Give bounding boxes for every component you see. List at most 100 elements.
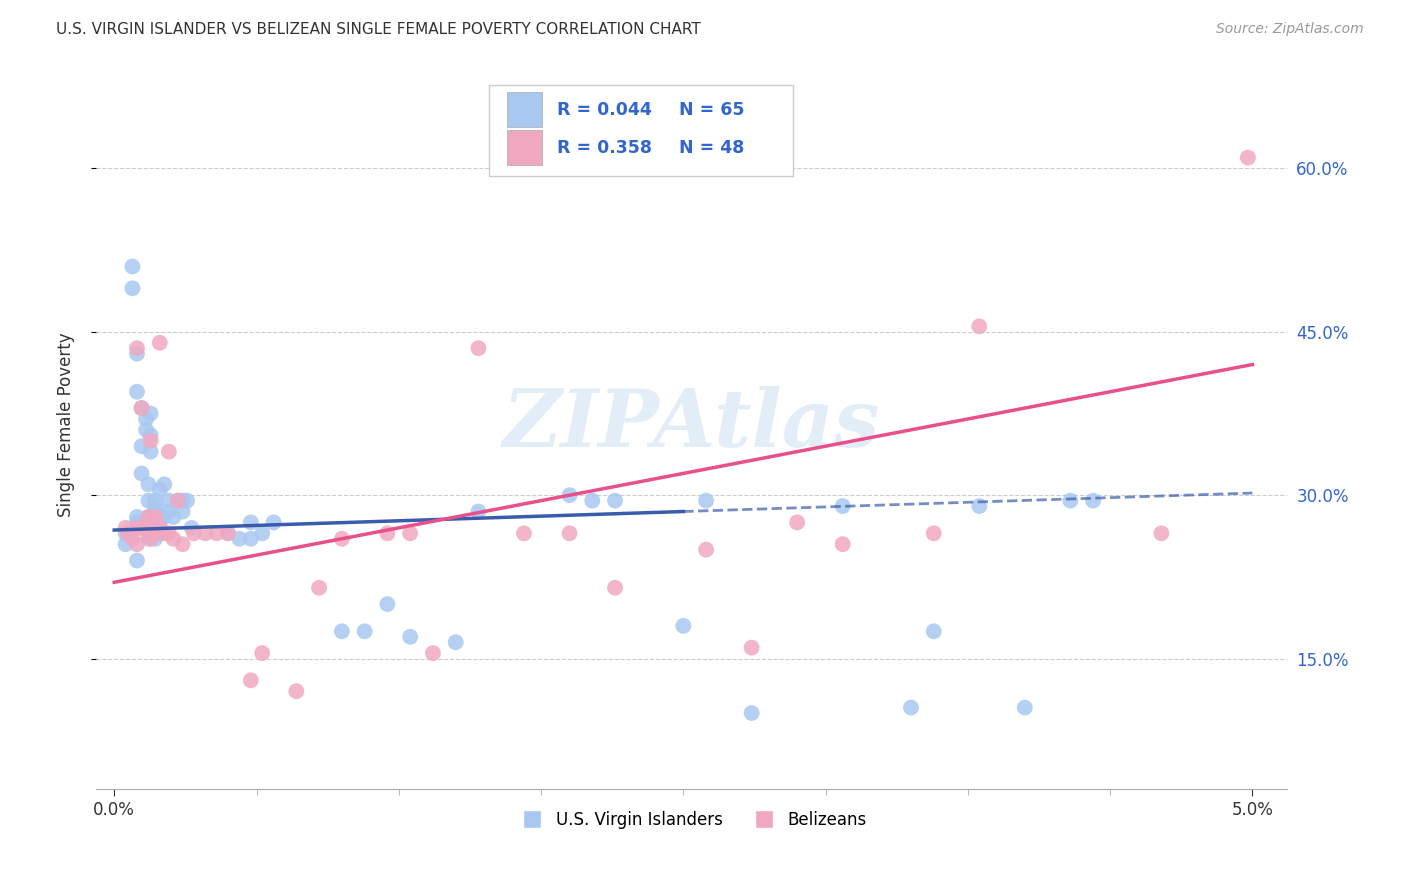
Point <box>205 526 228 541</box>
Point <box>131 467 153 481</box>
Text: U.S. VIRGIN ISLANDER VS BELIZEAN SINGLE FEMALE POVERTY CORRELATION CHART: U.S. VIRGIN ISLANDER VS BELIZEAN SINGLE … <box>56 22 702 37</box>
Point <box>157 526 180 541</box>
Point <box>153 477 176 491</box>
Point <box>922 624 945 639</box>
Legend: U.S. Virgin Islanders, Belizeans: U.S. Virgin Islanders, Belizeans <box>509 805 873 836</box>
Point <box>172 493 194 508</box>
Point <box>143 532 166 546</box>
Point <box>250 526 273 541</box>
Point <box>125 346 148 360</box>
Point <box>250 646 273 660</box>
Point <box>149 521 172 535</box>
Point <box>114 521 136 535</box>
Point <box>558 488 581 502</box>
Point <box>1014 700 1036 714</box>
Point <box>131 401 153 415</box>
Point <box>1150 526 1173 541</box>
Point <box>125 510 148 524</box>
Point <box>157 493 180 508</box>
Point <box>149 483 172 497</box>
Point <box>217 526 239 541</box>
Point <box>581 493 603 508</box>
Point <box>353 624 375 639</box>
Point <box>139 407 162 421</box>
Point <box>239 516 262 530</box>
Point <box>422 646 444 660</box>
Point <box>695 542 717 557</box>
Point <box>180 521 202 535</box>
Point <box>831 499 853 513</box>
Point <box>444 635 467 649</box>
Point <box>399 630 422 644</box>
Point <box>149 521 172 535</box>
Point <box>176 493 198 508</box>
Text: ZIPAtlas: ZIPAtlas <box>502 385 880 463</box>
Point <box>967 319 990 334</box>
Point <box>900 700 922 714</box>
Point <box>138 510 160 524</box>
Point <box>967 499 990 513</box>
Point <box>162 510 184 524</box>
Point <box>741 640 763 655</box>
Point <box>139 434 162 448</box>
Point <box>117 526 139 541</box>
Point <box>330 624 353 639</box>
Point <box>377 526 399 541</box>
Point <box>143 526 166 541</box>
FancyBboxPatch shape <box>489 85 793 177</box>
Point <box>149 335 172 350</box>
Point <box>183 526 205 541</box>
Point <box>285 684 308 698</box>
Point <box>143 510 166 524</box>
Point <box>153 526 176 541</box>
Text: Source: ZipAtlas.com: Source: ZipAtlas.com <box>1216 22 1364 37</box>
Point <box>138 510 160 524</box>
Point <box>138 532 160 546</box>
Text: R = 0.044: R = 0.044 <box>557 101 651 119</box>
Point <box>135 423 157 437</box>
Point <box>125 553 148 567</box>
Point <box>922 526 945 541</box>
Point <box>603 493 626 508</box>
Point <box>121 532 143 546</box>
Point <box>217 526 239 541</box>
Point <box>377 597 399 611</box>
Point <box>121 260 143 274</box>
Point <box>125 521 148 535</box>
Point <box>143 493 166 508</box>
Point <box>114 537 136 551</box>
Point <box>695 493 717 508</box>
Point <box>1081 493 1104 508</box>
Point <box>131 401 153 415</box>
Point <box>139 444 162 458</box>
Point <box>786 516 808 530</box>
Point <box>139 532 162 546</box>
Point <box>143 504 166 518</box>
Point <box>228 532 250 546</box>
Point <box>167 493 190 508</box>
Point <box>157 444 180 458</box>
Point <box>194 526 217 541</box>
Point <box>135 412 157 426</box>
Point <box>172 537 194 551</box>
Text: N = 48: N = 48 <box>679 139 745 157</box>
Point <box>558 526 581 541</box>
Point <box>143 526 166 541</box>
Point <box>121 281 143 295</box>
Point <box>167 493 190 508</box>
Point <box>143 516 166 530</box>
Point <box>672 619 695 633</box>
Point <box>138 526 160 541</box>
Point <box>139 428 162 442</box>
Point <box>135 521 157 535</box>
Point <box>399 526 422 541</box>
Point <box>153 510 176 524</box>
Text: N = 65: N = 65 <box>679 101 745 119</box>
Point <box>1059 493 1081 508</box>
Point <box>125 384 148 399</box>
Point <box>1237 151 1260 165</box>
Point <box>172 504 194 518</box>
Point <box>308 581 330 595</box>
Point <box>603 581 626 595</box>
Point <box>239 673 262 688</box>
